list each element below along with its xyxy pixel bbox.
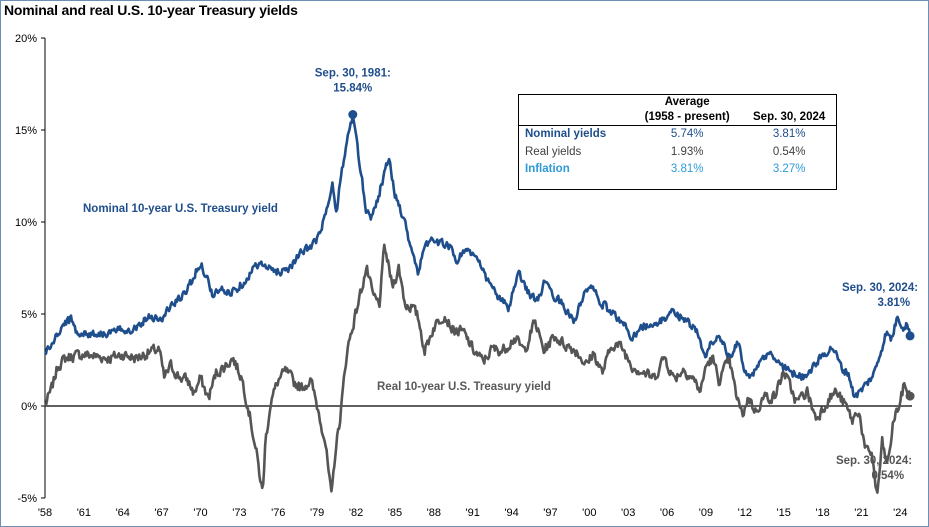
annotation-date: Sep. 30, 1981: xyxy=(315,68,391,80)
x-tick-label: '70 xyxy=(193,507,207,519)
y-tick-label: 20% xyxy=(15,33,37,45)
x-tick-label: '82 xyxy=(349,507,363,519)
annotation-date: Sep. 30, 2024: xyxy=(836,455,912,467)
x-tick-label: '85 xyxy=(388,507,402,519)
x-tick-label: '21 xyxy=(854,507,868,519)
x-tick-label: '18 xyxy=(815,507,829,519)
x-tick-label: '09 xyxy=(699,507,713,519)
x-tick-label: '06 xyxy=(660,507,674,519)
x-tick-label: '94 xyxy=(504,507,518,519)
current-header: Sep. 30, 2024 xyxy=(753,111,826,123)
x-tick-label: '97 xyxy=(543,507,557,519)
stats-row-nominal: Nominal yields 5.74% 3.81% xyxy=(525,128,806,140)
x-tick-label: '76 xyxy=(271,507,285,519)
annotation-marker xyxy=(905,391,915,401)
nominal-yield-line xyxy=(44,115,912,399)
x-tick-label: '12 xyxy=(738,507,752,519)
stats-row-real: Real yields 1.93% 0.54% xyxy=(525,145,806,158)
nominal-series-label: Nominal 10-year U.S. Treasury yield xyxy=(83,203,278,215)
y-tick-label: 10% xyxy=(15,217,37,229)
annotation-marker xyxy=(348,110,358,120)
annotation-value: 15.84% xyxy=(333,83,372,95)
annotation-marker xyxy=(905,331,915,341)
stats-table: Average (1958 - present) Sep. 30, 2024 No… xyxy=(518,94,837,190)
y-tick-label: 15% xyxy=(15,125,37,137)
x-tick-label: '79 xyxy=(310,507,324,519)
x-tick-label: '03 xyxy=(621,507,635,519)
real-series-label: Real 10-year U.S. Treasury yield xyxy=(377,381,551,393)
annotation-value: 0.54% xyxy=(871,470,904,482)
x-tick-label: '67 xyxy=(154,507,168,519)
x-tick-label: '88 xyxy=(427,507,441,519)
x-tick-label: '61 xyxy=(77,507,91,519)
x-tick-label: '64 xyxy=(116,507,130,519)
y-tick-label: -5% xyxy=(17,493,37,505)
x-tick-label: '73 xyxy=(232,507,246,519)
y-tick-label: 0% xyxy=(21,401,37,413)
x-tick-label: '00 xyxy=(582,507,596,519)
stats-row-inflation: Inflation 3.81% 3.27% xyxy=(525,163,806,175)
x-tick-label: '24 xyxy=(893,507,907,519)
x-tick-label: '58 xyxy=(38,507,52,519)
annotation-value: 3.81% xyxy=(877,297,910,309)
average-header: Average (1958 - present) xyxy=(644,96,730,123)
x-tick-label: '91 xyxy=(465,507,479,519)
chart-title: Nominal and real U.S. 10-year Treasury y… xyxy=(4,2,298,18)
x-tick-label: '15 xyxy=(777,507,791,519)
annotation-date: Sep. 30, 2024: xyxy=(842,282,918,294)
y-tick-label: 5% xyxy=(21,309,37,321)
real-yield-line xyxy=(44,243,912,494)
